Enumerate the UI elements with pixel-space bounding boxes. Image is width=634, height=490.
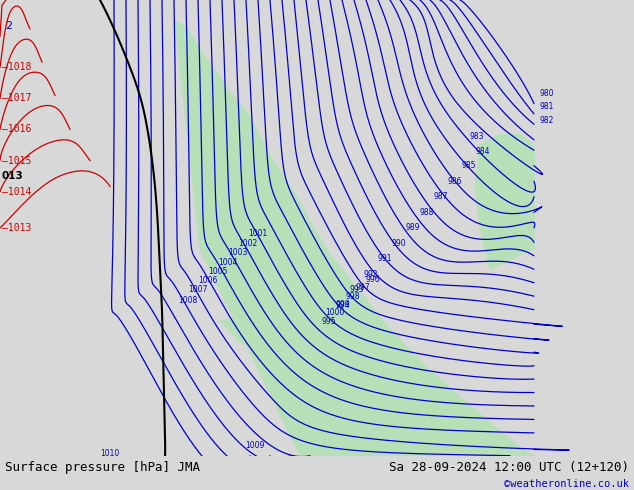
Text: —1018: —1018 bbox=[2, 62, 31, 73]
Text: 996: 996 bbox=[365, 275, 380, 284]
Text: 981: 981 bbox=[540, 102, 554, 111]
Text: —1017: —1017 bbox=[2, 94, 31, 103]
Text: Surface pressure [hPa] JMA: Surface pressure [hPa] JMA bbox=[5, 461, 200, 474]
Text: 2: 2 bbox=[5, 21, 12, 31]
Polygon shape bbox=[220, 306, 285, 347]
Text: 987: 987 bbox=[434, 192, 448, 201]
Text: 994: 994 bbox=[336, 301, 351, 310]
Text: 991: 991 bbox=[378, 254, 392, 264]
Text: 1008: 1008 bbox=[178, 296, 197, 305]
Text: 985: 985 bbox=[462, 161, 477, 170]
Text: 998: 998 bbox=[345, 292, 359, 301]
Text: 980: 980 bbox=[540, 89, 555, 98]
Text: —1014: —1014 bbox=[2, 187, 31, 196]
Text: 988: 988 bbox=[420, 208, 434, 217]
Text: 982: 982 bbox=[540, 116, 554, 124]
Polygon shape bbox=[475, 135, 534, 270]
Text: 993: 993 bbox=[350, 286, 365, 294]
Text: 1000: 1000 bbox=[325, 308, 344, 318]
Text: 1003: 1003 bbox=[228, 248, 247, 257]
Text: 1001: 1001 bbox=[248, 228, 268, 238]
Text: 983: 983 bbox=[470, 132, 484, 141]
Text: 999: 999 bbox=[335, 300, 349, 309]
Text: 986: 986 bbox=[448, 177, 462, 186]
Text: ©weatheronline.co.uk: ©weatheronline.co.uk bbox=[504, 479, 629, 489]
Polygon shape bbox=[175, 21, 534, 456]
Text: Sa 28-09-2024 12:00 UTC (12+120): Sa 28-09-2024 12:00 UTC (12+120) bbox=[389, 461, 629, 474]
Text: 984: 984 bbox=[475, 147, 489, 156]
Text: 989: 989 bbox=[406, 223, 420, 232]
Text: —1016: —1016 bbox=[2, 124, 31, 134]
Text: 997: 997 bbox=[355, 283, 370, 293]
Text: 013: 013 bbox=[2, 171, 23, 181]
Text: 1007: 1007 bbox=[188, 286, 207, 294]
Text: 1005: 1005 bbox=[208, 267, 228, 276]
Text: 995: 995 bbox=[322, 317, 337, 325]
Text: 1004: 1004 bbox=[218, 258, 237, 267]
Text: 1006: 1006 bbox=[198, 276, 217, 285]
Text: —1015: —1015 bbox=[2, 155, 31, 166]
Text: 1010: 1010 bbox=[100, 449, 119, 458]
Text: —1013: —1013 bbox=[2, 223, 31, 233]
Text: 1009: 1009 bbox=[245, 441, 264, 450]
Text: 1002: 1002 bbox=[238, 239, 257, 248]
Text: 992: 992 bbox=[364, 270, 378, 279]
Text: 990: 990 bbox=[392, 239, 406, 248]
